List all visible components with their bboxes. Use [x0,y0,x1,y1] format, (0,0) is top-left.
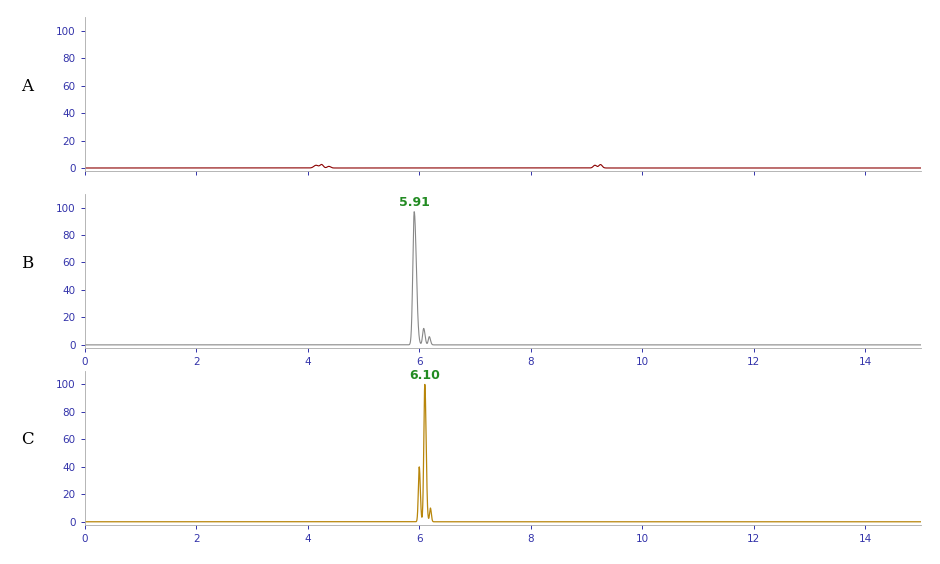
Text: B: B [21,254,33,271]
Text: C: C [21,431,33,448]
Text: A: A [21,78,33,95]
Text: 5.91: 5.91 [399,196,430,209]
Text: 6.10: 6.10 [410,369,440,382]
